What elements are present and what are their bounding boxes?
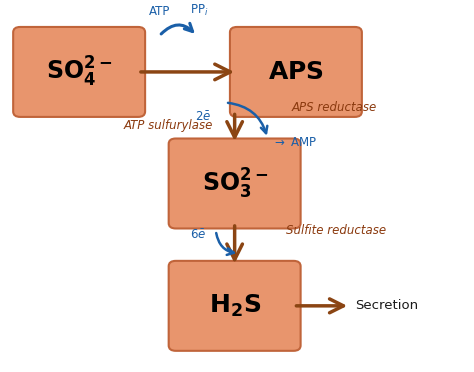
Text: APS reductase: APS reductase [291, 102, 376, 115]
Text: 2$\bar{e}$: 2$\bar{e}$ [195, 110, 211, 124]
Text: ATP: ATP [148, 5, 170, 18]
Text: PP$_i$: PP$_i$ [190, 3, 209, 18]
Text: Secretion: Secretion [355, 299, 418, 312]
Text: $\mathbf{H_2S}$: $\mathbf{H_2S}$ [209, 293, 261, 319]
FancyBboxPatch shape [13, 27, 145, 117]
Text: $\rightarrow$ AMP: $\rightarrow$ AMP [273, 136, 317, 148]
FancyBboxPatch shape [169, 138, 301, 228]
Text: ATP sulfurylase: ATP sulfurylase [124, 119, 213, 132]
FancyBboxPatch shape [230, 27, 362, 117]
Text: $\mathbf{APS}$: $\mathbf{APS}$ [268, 60, 324, 84]
Text: 6$\bar{e}$: 6$\bar{e}$ [190, 229, 206, 243]
Text: Sulfite reductase: Sulfite reductase [286, 224, 387, 237]
Text: $\mathbf{SO_3^{2-}}$: $\mathbf{SO_3^{2-}}$ [201, 166, 268, 201]
Text: $\mathbf{SO_4^{2-}}$: $\mathbf{SO_4^{2-}}$ [46, 55, 112, 89]
FancyBboxPatch shape [169, 261, 301, 351]
